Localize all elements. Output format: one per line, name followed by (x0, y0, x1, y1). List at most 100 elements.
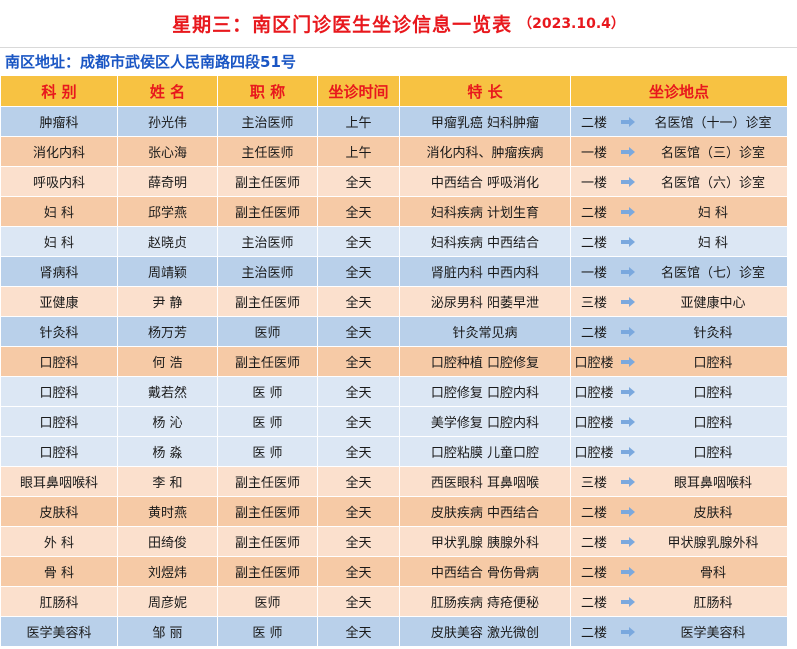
cell-title: 医 师 (217, 406, 318, 437)
cell-name: 周靖颖 (117, 256, 218, 287)
table-row: 眼耳鼻咽喉科李 和副主任医师 全天 西医眼科 耳鼻咽喉 三楼 眼耳鼻咽喉科 (0, 466, 788, 497)
cell-location: 口腔楼 口腔科 (570, 376, 788, 407)
location-place: 名医馆（三）诊室 (660, 146, 765, 161)
cell-time: 全天 (317, 316, 400, 347)
location-place: 眼耳鼻咽喉科 (673, 476, 752, 491)
table-row: 皮肤科 黄时燕 副主任医师 全天 皮肤疾病 中西结合 二楼 皮肤科 (0, 496, 788, 527)
cell-location: 二楼 妇 科 (570, 226, 788, 257)
location-floor: 口腔楼 (574, 446, 614, 461)
arrow-right-icon (617, 476, 639, 487)
cell-time: 全天 (317, 436, 400, 467)
location-floor: 一楼 (580, 146, 607, 161)
arrow-right-icon (617, 266, 639, 277)
cell-time: 全天 (317, 406, 400, 437)
location-place: 针灸科 (693, 326, 733, 341)
location-place: 口腔科 (693, 446, 733, 461)
schedule-table: 科 别 姓 名 职 称 坐诊时间 特 长 坐诊地点 肿瘤科 孙光伟 主治医师 上午 甲瘤… (0, 75, 788, 647)
location-place: 皮肤科 (693, 506, 733, 521)
arrow-right-icon (617, 446, 639, 457)
arrow-right-icon (617, 536, 639, 547)
header-row: 科 别 姓 名 职 称 坐诊时间 特 长 坐诊地点 (0, 75, 788, 107)
cell-specialty: 美学修复 口腔内科 (399, 406, 571, 437)
cell-location: 二楼 医学美容科 (570, 616, 788, 647)
cell-location: 二楼 肛肠科 (570, 586, 788, 617)
table-row: 针灸科 杨万芳 医师 全天 针灸常见病 二楼 针灸科 (0, 316, 788, 347)
cell-title: 副主任医师 (217, 346, 318, 377)
cell-time: 全天 (317, 466, 400, 497)
cell-specialty: 口腔种植 口腔修复 (399, 346, 571, 377)
cell-location: 三楼 亚健康中心 (570, 286, 788, 317)
cell-time: 全天 (317, 166, 400, 197)
cell-specialty: 肛肠疾病 痔疮便秘 (399, 586, 571, 617)
cell-name: 黄时燕 (117, 496, 218, 527)
cell-title: 医师 (217, 586, 318, 617)
cell-dept: 肾病科 (0, 256, 118, 287)
location-floor: 二楼 (580, 236, 607, 251)
location-place: 亚健康中心 (680, 296, 746, 311)
cell-title: 医师 (217, 316, 318, 347)
cell-name: 李 和 (117, 466, 218, 497)
arrow-right-icon (617, 386, 639, 397)
cell-name: 薛奇明 (117, 166, 218, 197)
cell-location: 口腔楼 口腔科 (570, 406, 788, 437)
cell-location: 二楼 妇 科 (570, 196, 788, 227)
table-row: 消化内科 张心海 主任医师 上午 消化内科、肿瘤疾病 一楼 名医馆（三）诊室 (0, 136, 788, 167)
cell-location: 二楼 骨科 (570, 556, 788, 587)
cell-time: 上午 (317, 136, 400, 167)
cell-title: 副主任医师 (217, 466, 318, 497)
cell-time: 全天 (317, 376, 400, 407)
cell-title: 副主任医师 (217, 526, 318, 557)
cell-specialty: 妇科疾病 计划生育 (399, 196, 571, 227)
cell-dept: 眼耳鼻咽喉科 (0, 466, 118, 497)
table-row: 口腔科 戴若然医 师全天 口腔修复 口腔内科 口腔楼 口腔科 (0, 376, 788, 407)
cell-location: 三楼 眼耳鼻咽喉科 (570, 466, 788, 497)
table-row: 肛肠科 周彦妮 医师 全天 肛肠疾病 痔疮便秘 二楼 肛肠科 (0, 586, 788, 617)
cell-location: 二楼 皮肤科 (570, 496, 788, 527)
cell-title: 医 师 (217, 436, 318, 467)
cell-location: 一楼 名医馆（六）诊室 (570, 166, 788, 197)
location-floor: 二楼 (580, 326, 607, 341)
cell-title: 主任医师 (217, 136, 318, 167)
cell-dept: 口腔科 (0, 436, 118, 467)
cell-title: 医 师 (217, 616, 318, 647)
location-floor: 三楼 (580, 296, 607, 311)
location-floor: 二楼 (580, 536, 607, 551)
cell-time: 全天 (317, 556, 400, 587)
cell-time: 全天 (317, 496, 400, 527)
table-row: 口腔科杨 沁医 师全天 美学修复 口腔内科 口腔楼 口腔科 (0, 406, 788, 437)
arrow-right-icon (617, 356, 639, 367)
location-place: 甲状腺乳腺外科 (667, 536, 759, 551)
location-floor: 三楼 (580, 476, 607, 491)
cell-name: 刘煜炜 (117, 556, 218, 587)
cell-dept: 针灸科 (0, 316, 118, 347)
cell-location: 一楼 名医馆（三）诊室 (570, 136, 788, 167)
cell-name: 张心海 (117, 136, 218, 167)
cell-dept: 外 科 (0, 526, 118, 557)
table-row: 亚健康尹 静副主任医师 全天 泌尿男科 阳萎早泄 三楼 亚健康中心 (0, 286, 788, 317)
cell-specialty: 口腔修复 口腔内科 (399, 376, 571, 407)
cell-time: 全天 (317, 616, 400, 647)
cell-title: 副主任医师 (217, 556, 318, 587)
table-row: 肿瘤科 孙光伟 主治医师 上午 甲瘤乳癌 妇科肿瘤 二楼 名医馆（十一）诊室 (0, 106, 788, 137)
cell-specialty: 西医眼科 耳鼻咽喉 (399, 466, 571, 497)
cell-dept: 口腔科 (0, 406, 118, 437)
cell-dept: 皮肤科 (0, 496, 118, 527)
location-floor: 二楼 (580, 626, 607, 641)
location-floor: 口腔楼 (574, 356, 614, 371)
header-title: 职 称 (217, 75, 318, 107)
arrow-right-icon (617, 596, 639, 607)
location-place: 骨科 (699, 566, 726, 581)
cell-dept: 口腔科 (0, 346, 118, 377)
arrow-right-icon (617, 206, 639, 217)
cell-title: 医 师 (217, 376, 318, 407)
cell-time: 全天 (317, 196, 400, 227)
cell-name: 杨 沁 (117, 406, 218, 437)
table-row: 肾病科 周靖颖 主治医师 全天 肾脏内科 中西内科 一楼 名医馆（七）诊室 (0, 256, 788, 287)
cell-location: 一楼 名医馆（七）诊室 (570, 256, 788, 287)
table-row: 口腔科何 浩副主任医师 全天 口腔种植 口腔修复 口腔楼 口腔科 (0, 346, 788, 377)
cell-location: 口腔楼 口腔科 (570, 436, 788, 467)
table-row: 医学美容科邹 丽医 师全天 皮肤美容 激光微创 二楼 医学美容科 (0, 616, 788, 647)
cell-time: 全天 (317, 526, 400, 557)
cell-specialty: 甲状乳腺 胰腺外科 (399, 526, 571, 557)
location-place: 口腔科 (693, 416, 733, 431)
